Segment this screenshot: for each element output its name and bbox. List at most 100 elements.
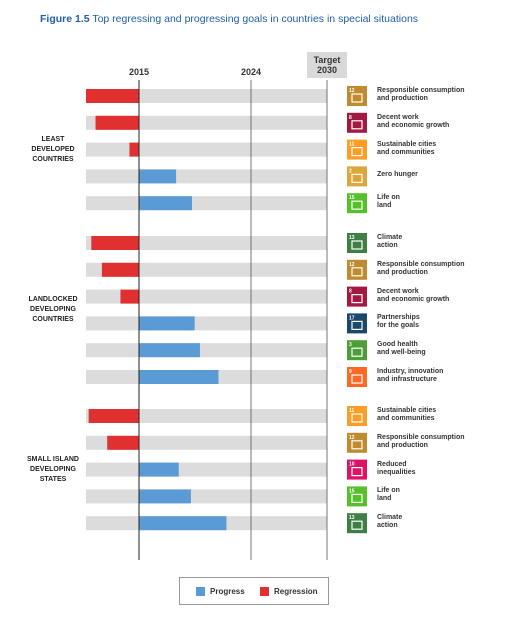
sdg-icon-glyph bbox=[351, 120, 363, 130]
figure-ref: Figure 1.5 bbox=[40, 13, 90, 25]
sdg-goal-label-line: and economic growth bbox=[377, 121, 450, 129]
legend-swatch-regression bbox=[260, 587, 269, 596]
bar-goal-13-regression bbox=[91, 236, 139, 250]
sdg-icon-number: 11 bbox=[349, 408, 355, 414]
figure-title: Figure 1.5 Top regressing and progressin… bbox=[40, 13, 418, 25]
sdg-goal-label-line: Life on bbox=[377, 487, 400, 495]
group-label-line: LEAST bbox=[41, 135, 65, 143]
group-label-line: COUNTRIES bbox=[32, 155, 74, 163]
x-tick-label-2-line-1: 2030 bbox=[317, 65, 337, 75]
sdg-goal-label: Life on land bbox=[377, 487, 400, 503]
sdg-icon-glyph bbox=[351, 173, 363, 183]
sdg-icon-number: 12 bbox=[349, 435, 355, 441]
sdg-goal-label-line: Life on bbox=[377, 194, 400, 202]
sdg-goal-label-line: Climate bbox=[377, 514, 403, 522]
sdg-goal-label-line: Reduced bbox=[377, 460, 407, 468]
sdg-goal-label-line: Zero hunger bbox=[377, 171, 418, 179]
legend-label-regression: Regression bbox=[274, 587, 318, 596]
bar-background bbox=[86, 169, 327, 184]
bar-goal-11-regression bbox=[88, 409, 139, 423]
sdg-goal-label: Responsible consumption and production bbox=[377, 261, 465, 277]
sdg-goal-label: Decent work and economic growth bbox=[377, 288, 449, 304]
sdg-goal-label-line: and communities bbox=[377, 148, 435, 156]
group-label-line: DEVELOPED bbox=[31, 145, 75, 153]
group-label-line: LANDLOCKED bbox=[28, 296, 78, 303]
sdg-icon-number: 12 bbox=[349, 88, 355, 94]
sdg-goal-label-line: Sustainable cities bbox=[377, 140, 437, 148]
sdg-icon-number: 15 bbox=[349, 488, 355, 494]
sdg-goal-label-line: Decent work bbox=[377, 287, 419, 295]
sdg-icon-glyph bbox=[351, 413, 363, 423]
bar-goal-13-progress bbox=[139, 516, 227, 531]
sdg-goal-label: Decent work and economic growth bbox=[377, 114, 449, 130]
bar-background bbox=[86, 343, 327, 358]
sdg-goal-label-line: inequalities bbox=[377, 468, 416, 476]
group-label-line: DEVELOPING bbox=[30, 306, 76, 313]
bar-goal-15-progress bbox=[139, 196, 192, 211]
bar-goal-2-progress bbox=[139, 169, 177, 184]
sdg-goal-label: Zero hunger bbox=[377, 171, 418, 179]
sdg-icon-number: 8 bbox=[349, 289, 352, 295]
sdg-icon-number: 13 bbox=[349, 515, 355, 521]
sdg-icon-number: 10 bbox=[349, 462, 355, 468]
sdg-goal-label-line: Decent work bbox=[377, 113, 419, 121]
figure-title-text: Top regressing and progressing goals in … bbox=[92, 13, 419, 25]
sdg-icon-glyph bbox=[351, 294, 363, 304]
group-label-line: SMALL ISLAND bbox=[27, 455, 79, 463]
sdg-goal-label-line: Sustainable cities bbox=[377, 407, 437, 414]
sdg-goal-label-line: action bbox=[377, 242, 398, 249]
bar-goal-3-progress bbox=[139, 343, 200, 358]
bar-goal-9-progress bbox=[139, 370, 219, 384]
sdg-goal-label-line: and production bbox=[377, 441, 428, 449]
sdg-goal-label-line: and communities bbox=[377, 415, 435, 422]
sdg-icon-glyph bbox=[351, 320, 363, 330]
x-tick-label-1: 2024 bbox=[241, 67, 261, 77]
sdg-goal-label: Responsible consumption and production bbox=[377, 87, 465, 103]
sdg-icon-number: 8 bbox=[349, 115, 352, 121]
bar-goal-8-regression bbox=[95, 115, 139, 130]
sdg-goal-label: Sustainable cities and communities bbox=[377, 407, 436, 423]
bar-goal-11-regression bbox=[129, 142, 139, 157]
sdg-icon-glyph bbox=[351, 520, 363, 530]
bar-background bbox=[86, 236, 327, 250]
bar-background bbox=[86, 142, 327, 157]
sdg-goal-label-line: Industry, innovation bbox=[377, 368, 444, 375]
bar-goal-17-progress bbox=[139, 316, 195, 331]
sdg-goal-label: Industry, innovation and infrastructure bbox=[377, 368, 443, 384]
group-label-1: LANDLOCKED DEVELOPING COUNTRIES bbox=[8, 295, 98, 325]
sdg-icon-glyph bbox=[351, 440, 363, 450]
bar-goal-12-regression bbox=[107, 435, 139, 450]
bar-background bbox=[86, 196, 327, 211]
sdg-goal-label: Partnerships for the goals bbox=[377, 314, 420, 330]
sdg-icon-number: 11 bbox=[349, 142, 355, 148]
bar-background bbox=[86, 115, 327, 130]
bar-goal-10-progress bbox=[139, 462, 179, 477]
sdg-icon-number: 2 bbox=[349, 168, 352, 174]
sdg-goal-label: Responsible consumption and production bbox=[377, 434, 465, 450]
sdg-goal-label: Reduced inequalities bbox=[377, 461, 416, 477]
bar-background bbox=[86, 289, 327, 304]
sdg-icon-glyph bbox=[351, 467, 363, 477]
bar-goal-12-regression bbox=[101, 262, 139, 277]
sdg-goal-label: Good health and well-being bbox=[377, 341, 426, 357]
sdg-goal-label: Sustainable cities and communities bbox=[377, 141, 436, 157]
bar-goal-8-regression bbox=[120, 289, 139, 304]
sdg-goal-label-line: and production bbox=[377, 95, 428, 102]
sdg-icon-number: 12 bbox=[349, 262, 355, 268]
bar-background bbox=[86, 435, 327, 450]
sdg-icon-glyph bbox=[351, 240, 363, 250]
bar-goal-12-regression bbox=[86, 89, 139, 103]
sdg-icon-glyph bbox=[351, 347, 363, 357]
bar-background bbox=[86, 89, 327, 103]
group-label-0: LEAST DEVELOPED COUNTRIES bbox=[8, 135, 98, 165]
sdg-goal-label-line: and well-being bbox=[377, 349, 426, 357]
group-label-line: COUNTRIES bbox=[32, 316, 74, 323]
sdg-goal-label-line: for the goals bbox=[377, 322, 420, 330]
bar-background bbox=[86, 316, 327, 331]
bar-goal-15-progress bbox=[139, 489, 191, 504]
sdg-goal-label-line: land bbox=[377, 495, 392, 503]
sdg-icon-glyph bbox=[351, 147, 363, 157]
sdg-icon-number: 9 bbox=[349, 369, 352, 375]
legend-label-progress: Progress bbox=[210, 587, 245, 596]
